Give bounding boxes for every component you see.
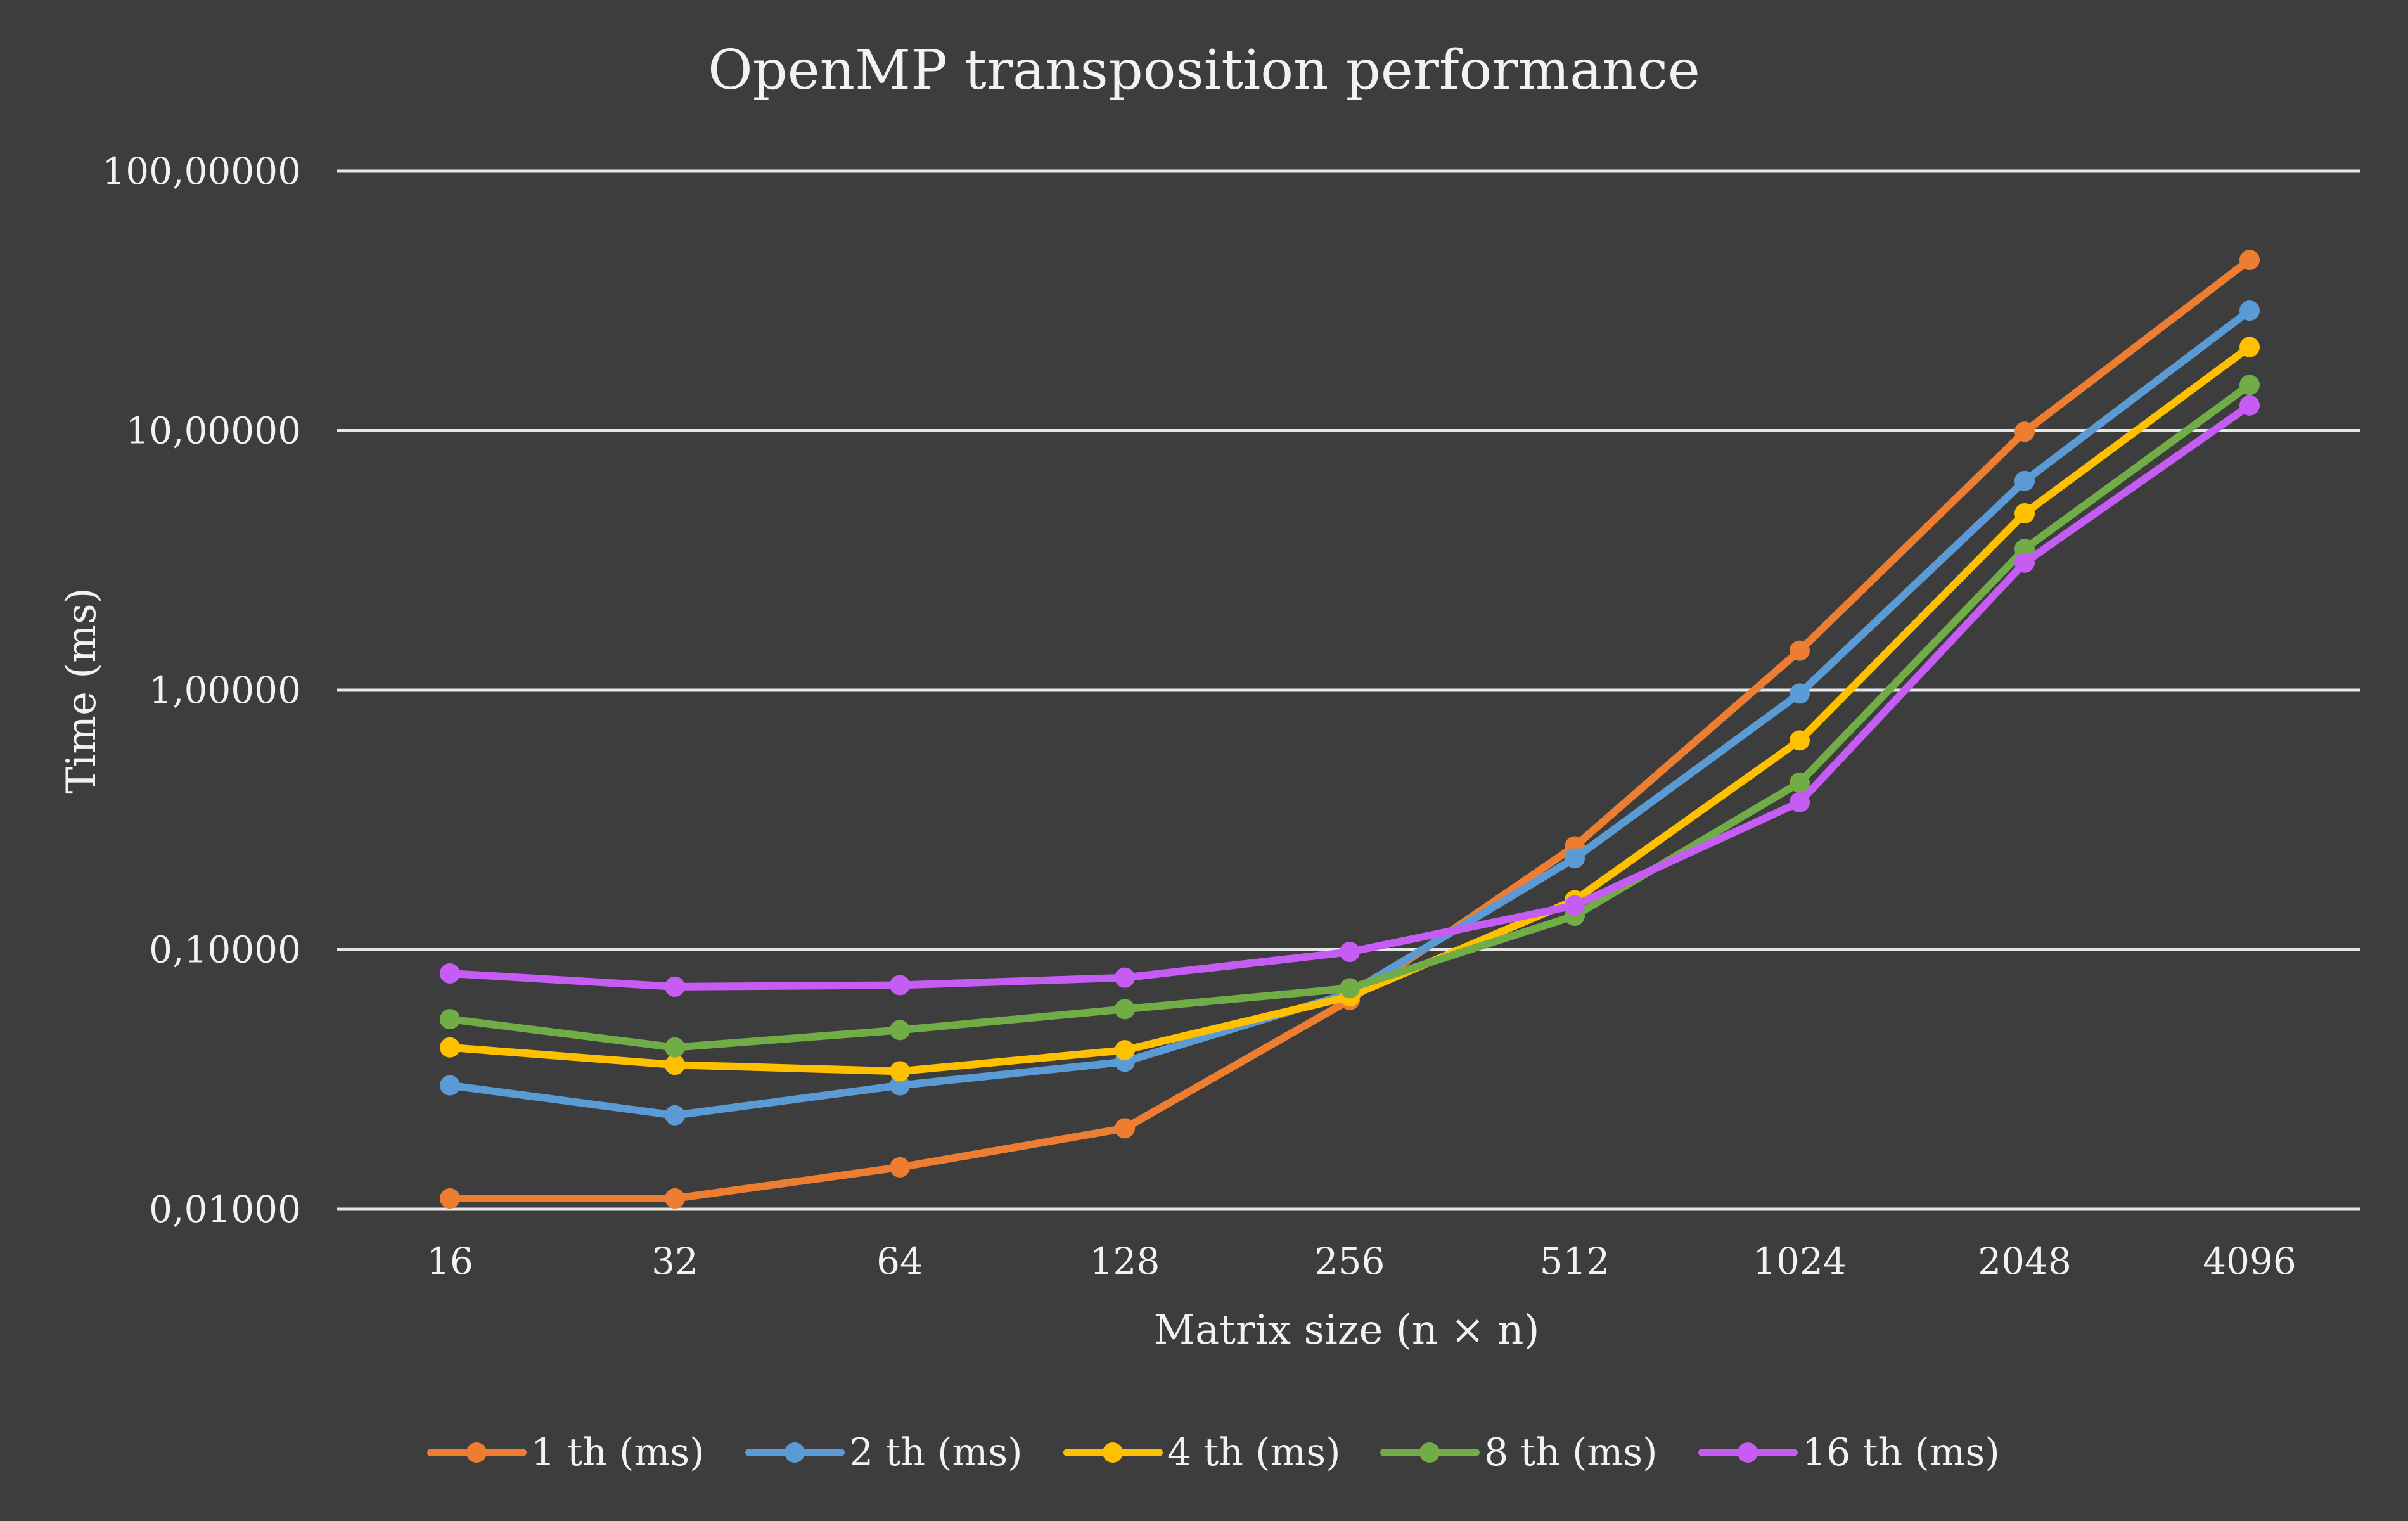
y-axis-ticks: 100,00000 10,00000 1,00000 0,10000 0,01000	[102, 150, 301, 1231]
legend-label: 8 th (ms)	[1484, 1430, 1658, 1475]
x-tick-label: 2048	[1978, 1240, 2072, 1283]
x-tick-label: 64	[876, 1240, 923, 1283]
y-tick-label: 0,10000	[149, 928, 301, 972]
data-point	[440, 1188, 460, 1209]
legend-swatch-marker	[1419, 1442, 1440, 1463]
legend-label: 2 th (ms)	[849, 1430, 1023, 1475]
data-point	[1115, 967, 1135, 988]
data-point	[890, 975, 910, 996]
data-point	[890, 1020, 910, 1041]
legend-item: 1 th (ms)	[427, 1430, 705, 1475]
x-tick-label: 4096	[2203, 1240, 2296, 1283]
x-tick-label: 16	[426, 1240, 473, 1283]
data-point	[1115, 1118, 1135, 1139]
y-axis-label: Time (ms)	[58, 587, 105, 794]
data-point	[1340, 978, 1360, 999]
data-point	[1790, 730, 1810, 751]
y-tick-label: 0,01000	[149, 1188, 301, 1231]
data-point	[2239, 395, 2260, 416]
data-point	[1340, 942, 1360, 963]
data-point	[890, 1157, 910, 1178]
x-tick-label: 32	[651, 1240, 698, 1283]
data-point	[2014, 470, 2035, 491]
data-point	[2239, 337, 2260, 357]
legend-label: 1 th (ms)	[531, 1430, 705, 1475]
legend-swatch-marker	[466, 1442, 487, 1463]
data-point	[440, 963, 460, 984]
chart-title: OpenMP transposition performance	[708, 39, 1700, 102]
data-point	[2239, 375, 2260, 395]
data-point	[890, 1061, 910, 1082]
series-group	[440, 250, 2260, 1209]
legend-item: 8 th (ms)	[1380, 1430, 1658, 1475]
data-point	[890, 1075, 910, 1096]
data-point	[2014, 421, 2035, 442]
data-point	[440, 1075, 460, 1096]
legend-label: 16 th (ms)	[1802, 1430, 2000, 1475]
x-tick-label: 1024	[1753, 1240, 1847, 1283]
y-tick-label: 10,00000	[125, 409, 301, 452]
data-point	[665, 1055, 685, 1075]
data-point	[1790, 773, 1810, 793]
y-tick-label: 100,00000	[102, 150, 301, 193]
x-tick-label: 128	[1090, 1240, 1160, 1283]
data-point	[1790, 792, 1810, 812]
data-point	[1115, 1040, 1135, 1061]
data-point	[2014, 503, 2035, 524]
series-4	[440, 375, 2260, 1058]
legend: 1 th (ms) 2 th (ms) 4 th (ms) 8 th (ms) 16 t…	[427, 1430, 2000, 1475]
data-point	[1565, 848, 1585, 869]
legend-swatch-marker	[785, 1442, 805, 1463]
legend-item: 2 th (ms)	[745, 1430, 1023, 1475]
y-tick-label: 1,00000	[149, 669, 301, 712]
data-point	[2239, 300, 2260, 321]
series-5	[440, 395, 2260, 997]
data-point	[2014, 552, 2035, 573]
data-point	[440, 1037, 460, 1058]
data-point	[1565, 895, 1585, 916]
legend-item: 16 th (ms)	[1698, 1430, 2000, 1475]
x-axis-ticks: 16 32 64 128 256 512 1024 2048 4096	[426, 1240, 2296, 1283]
legend-swatch-marker	[1103, 1442, 1123, 1463]
x-tick-label: 512	[1540, 1240, 1610, 1283]
data-point	[1790, 640, 1810, 661]
legend-label: 4 th (ms)	[1167, 1430, 1341, 1475]
legend-swatch-marker	[1738, 1442, 1758, 1463]
data-point	[1790, 683, 1810, 704]
x-tick-label: 256	[1315, 1240, 1385, 1283]
data-point	[1115, 999, 1135, 1020]
legend-item: 4 th (ms)	[1063, 1430, 1341, 1475]
data-point	[665, 1037, 685, 1058]
data-point	[665, 976, 685, 997]
data-point	[665, 1188, 685, 1209]
data-point	[440, 1009, 460, 1030]
data-point	[665, 1105, 685, 1126]
x-axis-label: Matrix size (n × n)	[1154, 1307, 1540, 1354]
data-point	[2239, 250, 2260, 271]
